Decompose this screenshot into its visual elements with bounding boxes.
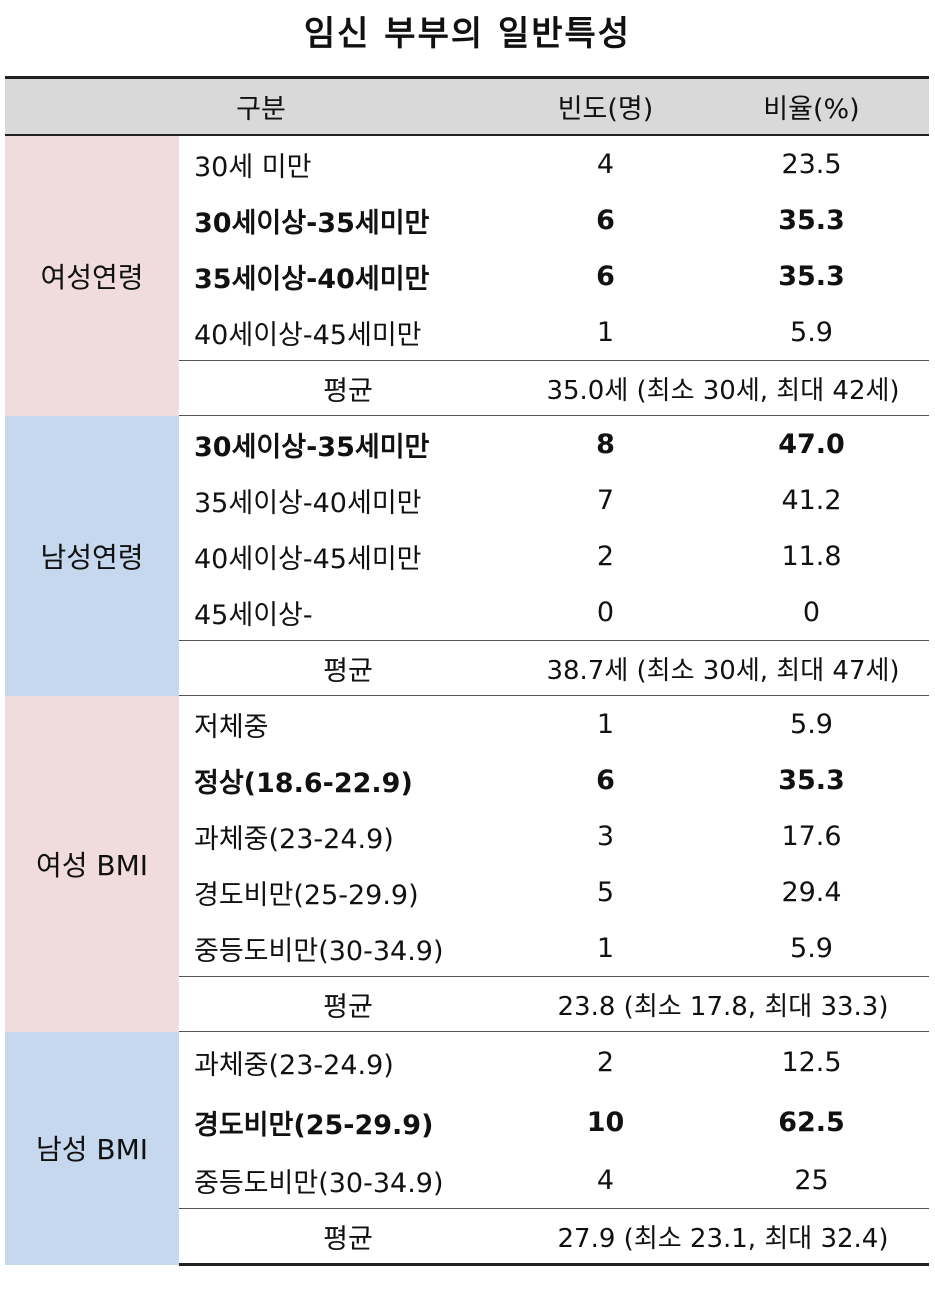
row-percent: 5.9 [790, 316, 833, 348]
average-label: 평균 [179, 976, 517, 1032]
table-row: 여성연령 30세 미만 4 23.5 [5, 135, 929, 416]
row-percent: 0 [802, 596, 821, 628]
average-row: 평균 27.9 (최소 23.1, 최대 32.4) [5, 1208, 929, 1266]
group-label-female-bmi: 여성 BMI [5, 695, 179, 1032]
row-count: 10 [586, 1106, 625, 1138]
row-percent: 17.6 [781, 820, 842, 852]
row-category: 경도비만(25-29.9) [194, 879, 419, 911]
table-row: 경도비만(25-29.9) 10 62.5 [5, 1092, 929, 1152]
header-percent: 비율(%) [694, 76, 929, 136]
characteristics-table: 구분 빈도(명) 비율(%) 여성연령 30세 미만 4 23.5 30세이상-… [5, 76, 929, 1266]
table-row: 남성연령 30세이상-35세미만 8 47.0 [5, 415, 929, 696]
row-count: 4 [596, 1164, 615, 1196]
group-label-male-age: 남성연령 [5, 415, 179, 696]
table-row: 35세이상-40세미만 6 35.3 [5, 248, 929, 304]
average-label: 평균 [179, 640, 517, 696]
average-value: 23.8 (최소 17.8, 최대 33.3) [517, 976, 929, 1032]
row-category: 30세이상-35세미만 [194, 431, 430, 463]
row-count: 0 [596, 596, 615, 628]
average-label: 평균 [179, 360, 517, 416]
row-category: 과체중(23-24.9) [194, 823, 394, 855]
row-category: 30세이상-35세미만 [194, 207, 430, 239]
average-row: 평균 35.0세 (최소 30세, 최대 42세) [5, 360, 929, 416]
row-category: 중등도비만(30-34.9) [194, 1167, 444, 1199]
table-row: 중등도비만(30-34.9) 4 25 [5, 1152, 929, 1209]
row-category: 경도비만(25-29.9) [194, 1109, 434, 1141]
row-category: 정상(18.6-22.9) [194, 767, 413, 799]
average-value: 38.7세 (최소 30세, 최대 47세) [517, 640, 929, 696]
table-row: 남성 BMI 과체중(23-24.9) 2 12.5 [5, 1031, 929, 1265]
table-row: 여성 BMI 저체중 1 5.9 [5, 695, 929, 1032]
row-count: 6 [596, 764, 615, 796]
row-count: 4 [596, 148, 615, 180]
table-row: 정상(18.6-22.9) 6 35.3 [5, 752, 929, 808]
row-count: 5 [596, 876, 615, 908]
row-percent: 29.4 [781, 876, 842, 908]
table-row: 45세이상- 0 0 [5, 584, 929, 641]
row-category: 45세이상- [194, 599, 313, 631]
table-row: 30세이상-35세미만 6 35.3 [5, 192, 929, 248]
row-category: 30세 미만 [194, 151, 312, 183]
row-percent: 25 [794, 1164, 829, 1196]
table-row: 과체중(23-24.9) 3 17.6 [5, 808, 929, 864]
row-category: 35세이상-40세미만 [194, 263, 430, 295]
row-percent: 12.5 [781, 1046, 842, 1078]
average-value: 27.9 (최소 23.1, 최대 32.4) [517, 1208, 929, 1266]
row-count: 6 [596, 204, 615, 236]
header-frequency: 빈도(명) [517, 76, 694, 136]
row-percent: 11.8 [781, 540, 842, 572]
average-row: 평균 38.7세 (최소 30세, 최대 47세) [5, 640, 929, 696]
row-percent: 5.9 [790, 932, 833, 964]
row-category: 35세이상-40세미만 [194, 487, 422, 519]
row-percent: 35.3 [778, 260, 845, 292]
row-percent: 23.5 [781, 148, 842, 180]
row-count: 1 [596, 708, 615, 740]
average-row: 평균 23.8 (최소 17.8, 최대 33.3) [5, 976, 929, 1032]
table-row: 40세이상-45세미만 2 11.8 [5, 528, 929, 584]
row-category: 40세이상-45세미만 [194, 543, 422, 575]
row-percent: 5.9 [790, 708, 833, 740]
table-row: 40세이상-45세미만 1 5.9 [5, 304, 929, 361]
table-row: 중등도비만(30-34.9) 1 5.9 [5, 920, 929, 977]
row-count: 6 [596, 260, 615, 292]
row-count: 8 [596, 428, 615, 460]
row-percent: 47.0 [778, 428, 845, 460]
row-category: 40세이상-45세미만 [194, 319, 422, 351]
group-label-male-bmi: 남성 BMI [5, 1031, 179, 1265]
average-label: 평균 [179, 1208, 517, 1266]
header-category: 구분 [5, 76, 517, 136]
average-value: 35.0세 (최소 30세, 최대 42세) [517, 360, 929, 416]
row-category: 저체중 [194, 711, 269, 743]
row-count: 1 [596, 316, 615, 348]
row-percent: 35.3 [778, 764, 845, 796]
row-percent: 41.2 [781, 484, 842, 516]
page-title: 임신 부부의 일반특성 [303, 14, 632, 54]
table-row: 35세이상-40세미만 7 41.2 [5, 472, 929, 528]
table-row: 경도비만(25-29.9) 5 29.4 [5, 864, 929, 920]
row-count: 2 [596, 1046, 615, 1078]
row-percent: 62.5 [778, 1106, 845, 1138]
row-percent: 35.3 [778, 204, 845, 236]
row-count: 1 [596, 932, 615, 964]
table-header-row: 구분 빈도(명) 비율(%) [5, 76, 929, 136]
group-label-female-age: 여성연령 [5, 135, 179, 416]
row-category: 과체중(23-24.9) [194, 1049, 394, 1081]
row-category: 중등도비만(30-34.9) [194, 935, 444, 967]
row-count: 7 [596, 484, 615, 516]
row-count: 2 [596, 540, 615, 572]
row-count: 3 [596, 820, 615, 852]
